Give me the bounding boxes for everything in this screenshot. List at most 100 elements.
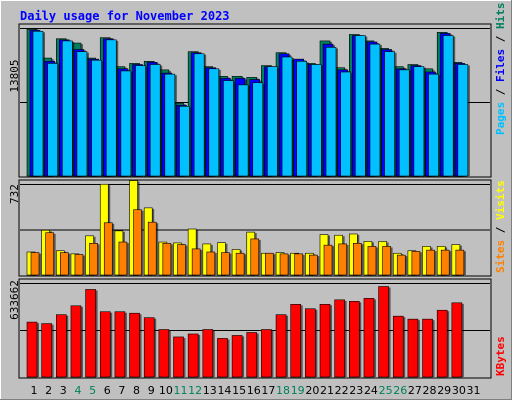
- bar-pages-23: [354, 35, 366, 177]
- legend-sites: Sites: [494, 240, 507, 273]
- bar-kbytes-15: [231, 335, 243, 378]
- bar-sites-17: [265, 252, 274, 276]
- bar-pages-20: [311, 64, 322, 177]
- bar-sites-13: [206, 251, 216, 276]
- bar-pages-2: [47, 63, 58, 177]
- x-tick-label-23: 23: [349, 384, 363, 397]
- bar-sites-8: [133, 209, 142, 276]
- bar-sites-7: [118, 241, 128, 276]
- bar-kbytes-10: [158, 329, 170, 378]
- bar-kbytes-8: [129, 312, 140, 378]
- bar-kbytes-21: [319, 304, 331, 378]
- x-tick-label-4: 4: [74, 384, 81, 397]
- bar-pages-5: [91, 59, 102, 177]
- bar-pages-12: [193, 53, 205, 177]
- bar-pages-3: [61, 40, 73, 177]
- x-tick-label-8: 8: [133, 384, 140, 397]
- legend-hits: Hits: [494, 3, 507, 30]
- bar-sites-6: [103, 222, 113, 276]
- legend-pages: Pages: [494, 102, 507, 135]
- bar-sites-5: [89, 242, 98, 276]
- bar-pages-11: [179, 106, 190, 177]
- x-tick-label-24: 24: [364, 384, 378, 397]
- x-tick-label-29: 29: [437, 384, 451, 397]
- x-tick-label-31: 31: [467, 384, 481, 397]
- bar-sites-21: [323, 244, 333, 276]
- bar-pages-21: [325, 47, 337, 177]
- bar-kbytes-16: [246, 332, 258, 378]
- x-tick-label-12: 12: [188, 384, 202, 397]
- bar-kbytes-7: [114, 311, 126, 378]
- bars: [26, 28, 470, 378]
- bar-sites-30: [455, 249, 465, 276]
- bar-pages-29: [442, 35, 454, 177]
- bar-kbytes-3: [55, 314, 67, 378]
- bar-sites-29: [440, 249, 450, 276]
- x-tick-label-10: 10: [159, 384, 173, 397]
- bar-kbytes-28: [422, 318, 433, 378]
- bar-sites-20: [309, 254, 318, 276]
- bar-sites-24: [367, 246, 377, 276]
- bar-pages-1: [32, 30, 44, 177]
- y-max-label-visits: 732: [8, 184, 21, 204]
- y-max-label-kbytes: 633662: [8, 280, 21, 320]
- chart-title: Daily usage for November 2023: [20, 9, 230, 23]
- x-tick-label-22: 22: [335, 384, 349, 397]
- bar-pages-18: [281, 56, 293, 177]
- bar-kbytes-11: [173, 336, 184, 378]
- bar-pages-15: [237, 84, 249, 177]
- bar-kbytes-6: [99, 311, 111, 378]
- x-tick-label-15: 15: [232, 384, 246, 397]
- bar-kbytes-2: [41, 323, 52, 378]
- x-tick-label-2: 2: [45, 384, 52, 397]
- x-tick-label-20: 20: [305, 384, 319, 397]
- x-tick-label-14: 14: [217, 384, 231, 397]
- bar-pages-28: [428, 73, 439, 177]
- bar-kbytes-5: [85, 289, 96, 378]
- bar-kbytes-29: [436, 309, 448, 378]
- bar-pages-10: [164, 73, 176, 177]
- bar-sites-11: [177, 244, 186, 276]
- bar-kbytes-14: [217, 338, 228, 378]
- bar-kbytes-12: [187, 333, 199, 378]
- bar-pages-24: [369, 43, 381, 177]
- bar-pages-6: [105, 39, 117, 177]
- bar-pages-7: [120, 70, 132, 177]
- x-tick-label-21: 21: [320, 384, 334, 397]
- bar-pages-27: [413, 66, 425, 177]
- bar-sites-15: [235, 252, 245, 276]
- x-tick-label-17: 17: [261, 384, 275, 397]
- legend-kbytes: KBytes: [494, 336, 507, 376]
- x-tick-label-13: 13: [203, 384, 217, 397]
- bar-pages-30: [457, 64, 469, 177]
- bar-kbytes-30: [451, 302, 463, 378]
- bar-pages-26: [398, 69, 410, 177]
- bar-sites-28: [426, 249, 435, 276]
- x-tick-label-1: 1: [31, 384, 38, 397]
- bar-sites-12: [191, 248, 201, 276]
- x-tick-label-16: 16: [247, 384, 261, 397]
- bar-pages-13: [208, 68, 220, 177]
- bar-pages-25: [384, 51, 395, 177]
- bar-sites-2: [45, 232, 54, 276]
- bar-sites-9: [147, 221, 157, 276]
- x-tick-label-9: 9: [148, 384, 155, 397]
- bar-kbytes-22: [334, 299, 345, 378]
- x-tick-label-28: 28: [423, 384, 437, 397]
- bar-kbytes-23: [348, 301, 360, 378]
- bar-pages-8: [135, 65, 146, 177]
- bar-sites-18: [279, 253, 289, 276]
- bar-kbytes-20: [305, 308, 316, 378]
- x-tick-label-3: 3: [60, 384, 67, 397]
- bar-sites-3: [59, 252, 69, 276]
- bar-pages-22: [340, 71, 351, 177]
- x-tick-label-18: 18: [276, 384, 290, 397]
- x-tick-label-25: 25: [379, 384, 393, 397]
- bar-kbytes-4: [70, 305, 82, 378]
- x-tick-label-19: 19: [291, 384, 305, 397]
- x-tick-label-11: 11: [174, 384, 188, 397]
- x-tick-label-27: 27: [408, 384, 422, 397]
- bar-pages-19: [296, 60, 308, 177]
- x-tick-label-30: 30: [452, 384, 466, 397]
